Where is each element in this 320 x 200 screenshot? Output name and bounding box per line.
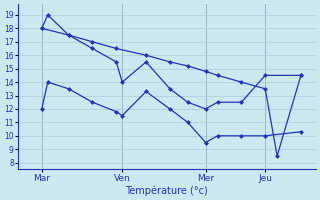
X-axis label: Température (°c): Température (°c) [125,185,208,196]
